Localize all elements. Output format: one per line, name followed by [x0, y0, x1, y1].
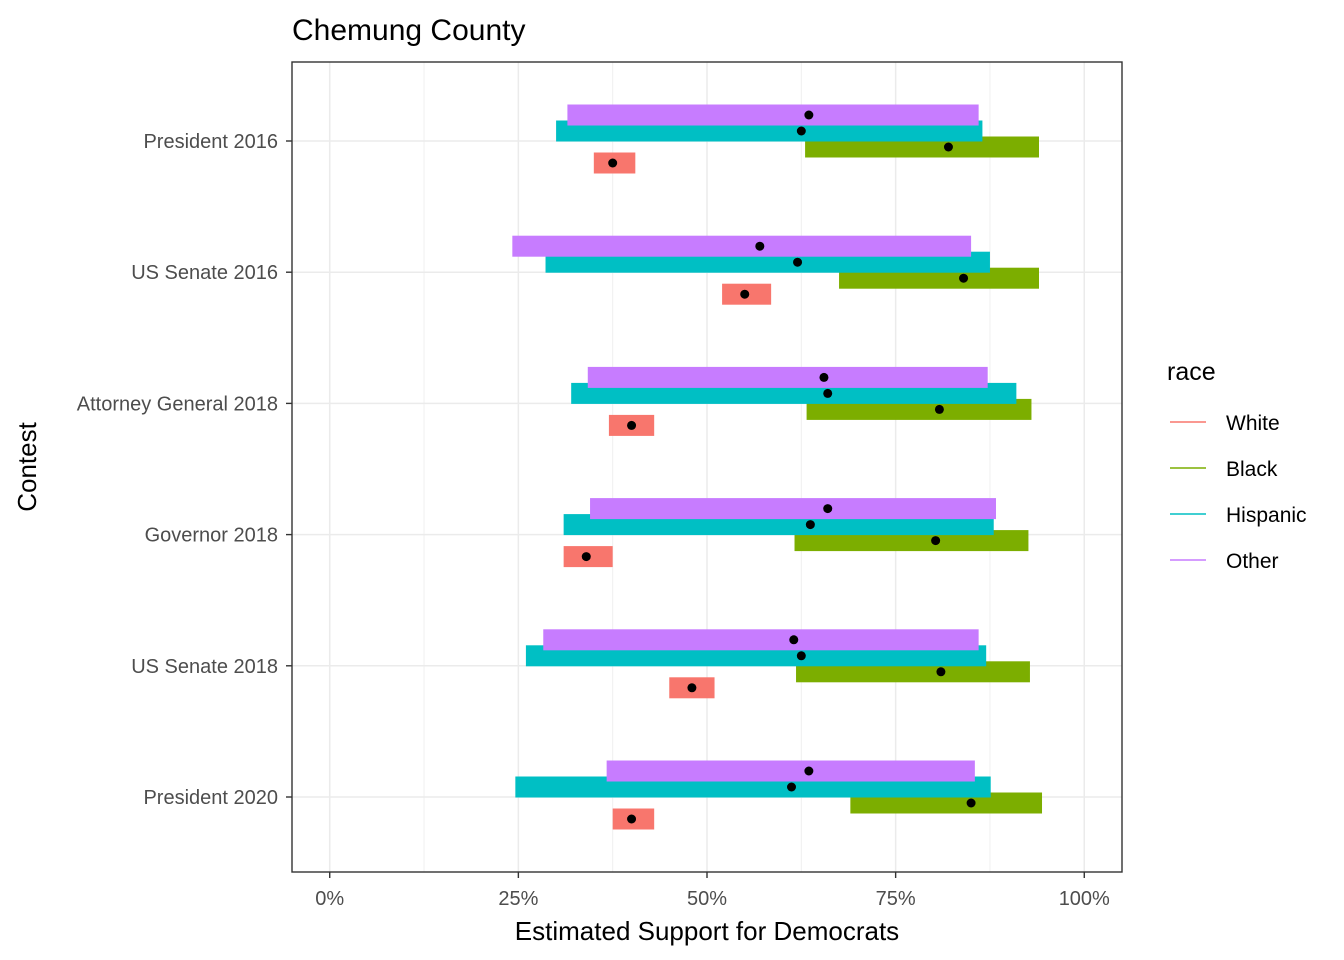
estimate-point-white [740, 289, 750, 299]
y-tick-label: President 2020 [143, 787, 278, 809]
estimate-point-black [934, 404, 944, 414]
estimate-point-white [581, 552, 591, 562]
interval-bar-other [512, 235, 972, 257]
y-tick-label: President 2016 [143, 131, 278, 153]
x-tick-label: 50% [687, 888, 727, 910]
interval-bars [512, 104, 1043, 830]
y-axis: President 2016 US Senate 2016 Attorney Gen… [77, 131, 292, 809]
estimate-point-black [943, 142, 953, 152]
interval-bar-hispanic [515, 776, 991, 798]
legend-label-black: Black [1226, 458, 1278, 481]
interval-bar-black [805, 136, 1039, 158]
estimate-point-black [931, 536, 941, 546]
x-tick-label: 25% [498, 888, 538, 910]
legend-label-hispanic: Hispanic [1226, 504, 1307, 527]
estimate-point-white [608, 158, 618, 168]
x-tick-label: 0% [315, 888, 344, 910]
x-axis: 0% 25% 50% 75% 100% [315, 872, 1110, 910]
x-tick-label: 100% [1059, 888, 1110, 910]
estimate-point-hispanic [787, 782, 797, 792]
interval-bar-black [839, 267, 1039, 289]
interval-bar-hispanic [545, 251, 990, 273]
legend-title: race [1167, 358, 1216, 386]
x-axis-title: Estimated Support for Democrats [515, 916, 899, 946]
estimate-point-other [755, 241, 765, 251]
estimate-point-hispanic [796, 651, 806, 661]
legend-label-white: White [1226, 412, 1280, 435]
interval-bar-black [794, 530, 1029, 552]
interval-bar-other [567, 104, 979, 126]
estimate-point-white [627, 420, 637, 430]
interval-bar-hispanic [525, 645, 987, 667]
estimate-point-black [936, 667, 946, 677]
estimate-point-other [819, 372, 829, 382]
plot-area [291, 61, 1123, 873]
y-tick-label: Attorney General 2018 [77, 393, 278, 415]
interval-bar-hispanic [563, 514, 994, 536]
estimate-point-black [959, 273, 969, 283]
interval-bar-black [796, 661, 1030, 683]
estimate-point-other [804, 766, 814, 776]
y-axis-title: Contest [12, 421, 42, 511]
interval-bar-black [806, 398, 1032, 420]
y-tick-label: US Senate 2018 [131, 656, 278, 678]
interval-bar-hispanic [556, 120, 983, 142]
estimate-point-other [823, 504, 833, 514]
interval-bar-other [587, 366, 988, 388]
y-tick-label: Governor 2018 [145, 525, 278, 547]
estimate-point-other [804, 110, 814, 120]
estimate-point-hispanic [796, 126, 806, 136]
estimate-point-other [789, 635, 799, 645]
estimate-point-white [627, 814, 637, 824]
estimate-points [581, 110, 976, 824]
chart-title: Chemung County [292, 14, 525, 47]
interval-bar-black [850, 792, 1043, 814]
x-tick-label: 75% [876, 888, 916, 910]
interval-bar-hispanic [571, 382, 1017, 404]
estimate-point-black [966, 798, 976, 808]
legend: race White Black Hispanic Other [1167, 358, 1307, 573]
y-tick-label: US Senate 2016 [131, 262, 278, 284]
estimate-point-white [687, 683, 697, 693]
interval-bar-other [590, 498, 996, 520]
interval-bar-other [543, 629, 979, 651]
estimate-point-hispanic [805, 520, 815, 530]
interval-bar-other [606, 760, 975, 782]
legend-label-other: Other [1226, 550, 1279, 573]
estimate-point-hispanic [823, 388, 833, 398]
estimate-point-hispanic [793, 257, 803, 267]
